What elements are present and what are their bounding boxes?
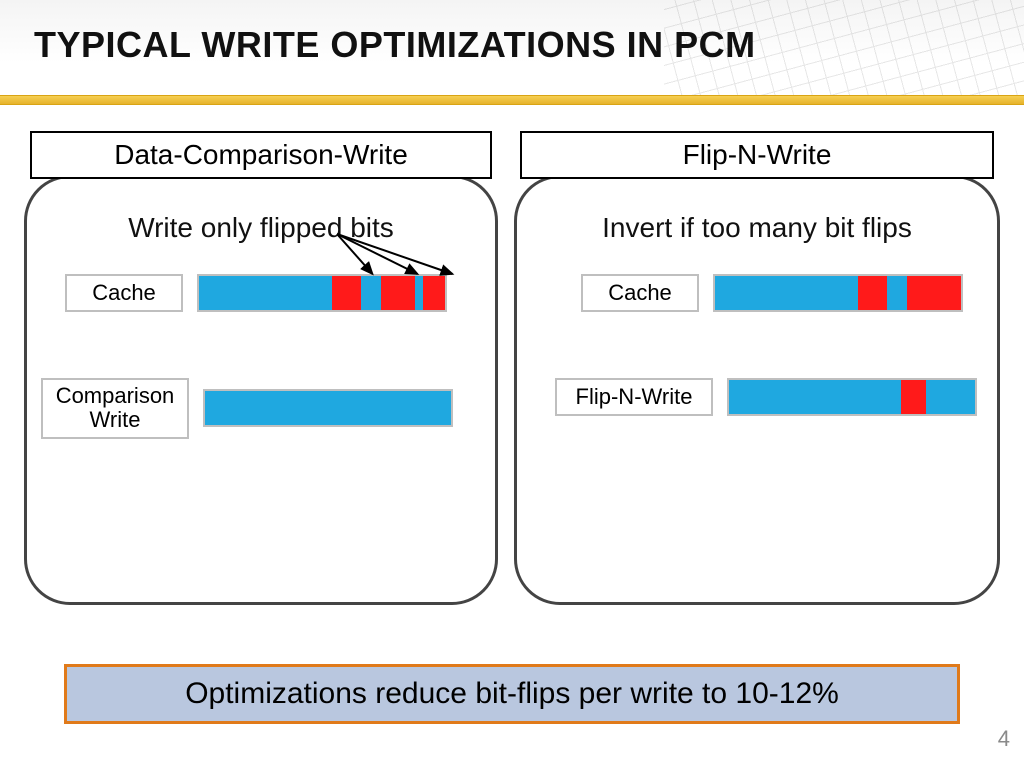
cache-bar-right xyxy=(713,274,963,312)
bar-segment xyxy=(715,276,858,310)
left-row-comparison: ComparisonWrite xyxy=(41,378,475,438)
right-panel: Flip-N-Write Invert if too many bit flip… xyxy=(514,131,1000,605)
content-area: Data-Comparison-Write Write only flipped… xyxy=(0,105,1024,605)
bar-segment xyxy=(926,380,975,414)
bar-segment xyxy=(205,391,451,425)
right-row-flipnwrite: Flip-N-Write xyxy=(555,378,977,416)
bar-segment xyxy=(858,276,888,310)
left-panel: Data-Comparison-Write Write only flipped… xyxy=(24,131,498,605)
flipnwrite-bar xyxy=(727,378,977,416)
footer-callout: Optimizations reduce bit-flips per write… xyxy=(64,664,960,724)
left-panel-body: Write only flipped bits Cache Comparison… xyxy=(24,175,498,605)
left-panel-title: Data-Comparison-Write xyxy=(30,131,492,179)
bar-segment xyxy=(361,276,381,310)
right-panel-body: Invert if too many bit flips Cache Flip-… xyxy=(514,175,1000,605)
bar-segment xyxy=(415,276,422,310)
right-row-cache: Cache xyxy=(581,274,977,312)
page-number: 4 xyxy=(998,726,1010,752)
cache-bar-left xyxy=(197,274,447,312)
comparison-write-label: ComparisonWrite xyxy=(41,378,189,438)
gold-underline-bar xyxy=(0,95,1024,105)
comparison-write-bar xyxy=(203,389,453,427)
cache-label-right: Cache xyxy=(581,274,699,312)
bar-segment xyxy=(901,380,926,414)
slide-title: TYPICAL WRITE OPTIMIZATIONS IN PCM xyxy=(34,24,990,66)
right-panel-title: Flip-N-Write xyxy=(520,131,994,179)
left-row-cache: Cache xyxy=(65,274,475,312)
flipnwrite-label: Flip-N-Write xyxy=(555,378,713,416)
cache-label: Cache xyxy=(65,274,183,312)
bar-segment xyxy=(199,276,332,310)
bar-segment xyxy=(332,276,362,310)
bar-segment xyxy=(887,276,907,310)
bar-segment xyxy=(381,276,415,310)
bar-segment xyxy=(423,276,445,310)
right-subtitle: Invert if too many bit flips xyxy=(537,212,977,244)
slide-header: TYPICAL WRITE OPTIMIZATIONS IN PCM xyxy=(0,0,1024,105)
bar-segment xyxy=(729,380,901,414)
left-subtitle: Write only flipped bits xyxy=(47,212,475,244)
bar-segment xyxy=(907,276,961,310)
